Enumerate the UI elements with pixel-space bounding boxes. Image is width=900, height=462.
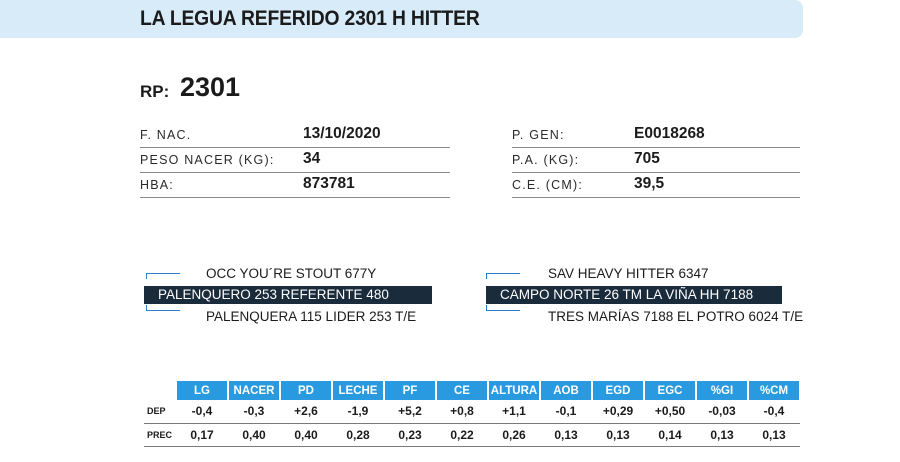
info-label: F. NAC. — [140, 128, 192, 142]
dep-table: LG NACER PD LECHE PF CE ALTURA AOB EGD E… — [144, 381, 801, 447]
sire: PALENQUERO 253 REFERENTE 480 — [144, 286, 432, 304]
sire-sire: OCC YOU´RE STOUT 677Y — [206, 266, 377, 281]
table-cell: 0,13 — [696, 423, 748, 447]
info-label: PESO NACER (KG): — [140, 153, 275, 167]
dam-sire: SAV HEAVY HITTER 6347 — [548, 266, 709, 281]
table-cell: 0,13 — [592, 423, 644, 447]
table-cell: 0,28 — [332, 423, 384, 447]
table-cell: 0,40 — [228, 423, 280, 447]
col-header-lg: LG — [176, 381, 229, 400]
table-cell: +0,8 — [436, 400, 488, 424]
info-label: C.E. (CM): — [512, 178, 584, 192]
info-row-birth-date: F. NAC. 13/10/2020 — [140, 123, 450, 148]
table-cell: 0,26 — [488, 423, 540, 447]
table-cell: 0,14 — [644, 423, 696, 447]
info-value: 39,5 — [634, 175, 665, 192]
table-cell: -0,3 — [228, 400, 280, 424]
dep-header-row: LG NACER PD LECHE PF CE ALTURA AOB EGD E… — [144, 381, 801, 400]
row-label: DEP — [144, 400, 176, 424]
info-value: 873781 — [303, 175, 355, 192]
table-cell: 0,40 — [280, 423, 332, 447]
row-label: PREC — [144, 423, 176, 447]
info-label: P.A. (KG): — [512, 153, 580, 167]
info-value: 34 — [303, 150, 321, 167]
info-value: E0018268 — [634, 125, 705, 142]
info-row-scrotal: C.E. (CM): 39,5 — [512, 173, 800, 198]
table-cell: 0,17 — [176, 423, 228, 447]
info-row-birth-weight: PESO NACER (KG): 34 — [140, 148, 450, 173]
dam: CAMPO NORTE 26 TM LA VIÑA HH 7188 — [486, 286, 782, 304]
table-cell: +0,50 — [644, 400, 696, 424]
rp-value: 2301 — [180, 72, 241, 102]
col-header-ce: CE — [436, 381, 489, 400]
table-cell: 0,13 — [748, 423, 800, 447]
table-cell: -1,9 — [332, 400, 384, 424]
info-row-p-gen: P. GEN: E0018268 — [512, 123, 800, 148]
col-header-egc: EGC — [644, 381, 697, 400]
dam-dam: TRES MARÍAS 7188 EL POTRO 6024 T/E — [548, 309, 804, 324]
col-header-cm: %CM — [748, 381, 801, 400]
info-row-hba: HBA: 873781 — [140, 173, 450, 198]
info-row-adult-weight: P.A. (KG): 705 — [512, 148, 800, 173]
rp-label: RP: — [140, 82, 170, 101]
col-header-pd: PD — [280, 381, 333, 400]
table-cell: +1,1 — [488, 400, 540, 424]
table-corner — [144, 381, 177, 400]
pedigree-bracket — [486, 273, 520, 279]
table-cell: -0,4 — [748, 400, 800, 424]
sire-dam: PALENQUERA 115 LIDER 253 T/E — [206, 309, 417, 324]
col-header-egd: EGD — [592, 381, 645, 400]
table-cell: 0,22 — [436, 423, 488, 447]
col-header-aob: AOB — [540, 381, 593, 400]
table-cell: -0,4 — [176, 400, 228, 424]
table-cell: 0,13 — [540, 423, 592, 447]
table-cell: -0,03 — [696, 400, 748, 424]
info-label: P. GEN: — [512, 128, 565, 142]
table-row: DEP -0,4 -0,3 +2,6 -1,9 +5,2 +0,8 +1,1 -… — [144, 400, 800, 424]
table-row: PREC 0,17 0,40 0,40 0,28 0,23 0,22 0,26 … — [144, 423, 800, 447]
info-value: 705 — [634, 150, 660, 167]
pedigree-bracket — [146, 305, 180, 311]
table-cell: +5,2 — [384, 400, 436, 424]
table-cell: -0,1 — [540, 400, 592, 424]
col-header-altura: ALTURA — [488, 381, 541, 400]
col-header-leche: LECHE — [332, 381, 385, 400]
info-value: 13/10/2020 — [303, 125, 381, 142]
col-header-pf: PF — [384, 381, 437, 400]
pedigree-bracket — [486, 305, 520, 311]
table-cell: +2,6 — [280, 400, 332, 424]
info-label: HBA: — [140, 178, 174, 192]
table-cell: 0,23 — [384, 423, 436, 447]
col-header-gi: %GI — [696, 381, 749, 400]
pedigree-bracket — [146, 273, 180, 279]
page-title: LA LEGUA REFERIDO 2301 H HITTER — [140, 7, 480, 30]
col-header-nacer: NACER — [228, 381, 281, 400]
title-bar — [0, 0, 803, 38]
table-cell: +0,29 — [592, 400, 644, 424]
